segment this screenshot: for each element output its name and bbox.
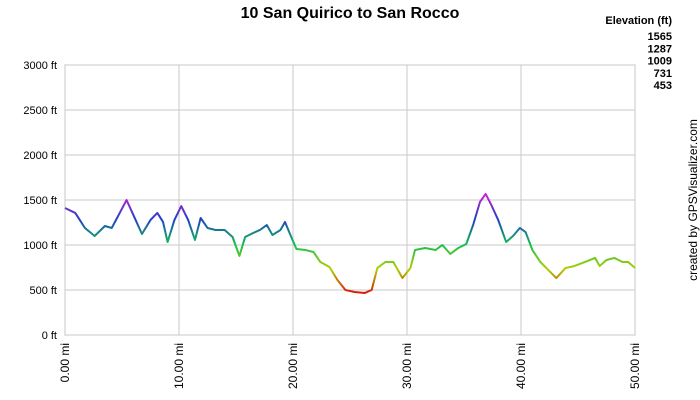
watermark: created by GPSVisualizer.com	[686, 119, 700, 281]
y-tick-label: 2000 ft	[23, 150, 57, 162]
chart-title: 10 San Quirico to San Rocco	[241, 5, 460, 22]
elevation-line	[64, 192, 636, 294]
legend-value: 1565	[648, 31, 672, 43]
x-tick-label: 0.00 mi	[58, 343, 72, 382]
x-tick-label: 30.00 mi	[400, 343, 414, 389]
y-tick-label: 2500 ft	[23, 105, 57, 117]
y-tick-label: 1500 ft	[23, 195, 57, 207]
x-tick-label: 20.00 mi	[286, 343, 300, 389]
legend-value: 1287	[648, 43, 672, 55]
legend-value: 453	[654, 80, 672, 92]
y-tick-label: 3000 ft	[23, 60, 57, 72]
x-tick-label: 40.00 mi	[514, 343, 528, 389]
x-tick-label: 10.00 mi	[172, 343, 186, 389]
x-tick-label: 50.00 mi	[628, 343, 642, 389]
legend-title: Elevation (ft)	[605, 15, 672, 27]
legend-value: 731	[654, 68, 672, 80]
y-tick-label: 1000 ft	[23, 240, 57, 252]
y-tick-label: 0 ft	[42, 330, 57, 342]
legend-value: 1009	[648, 56, 672, 68]
y-tick-label: 500 ft	[29, 285, 57, 297]
